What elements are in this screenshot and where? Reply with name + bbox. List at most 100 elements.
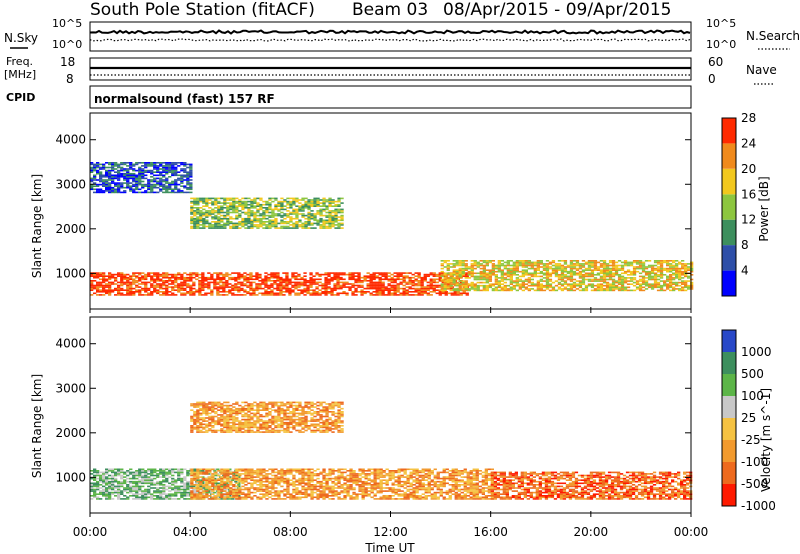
heatmap-cell — [132, 488, 136, 491]
heatmap-cell — [310, 200, 314, 203]
heatmap-cell — [138, 498, 142, 500]
heatmap-cell — [462, 291, 466, 293]
heatmap-cell — [108, 496, 112, 499]
colorbar-tick-label: 4 — [741, 264, 749, 278]
heatmap-cell — [250, 496, 254, 499]
heatmap-cell — [593, 289, 598, 292]
heatmap-cell — [96, 165, 100, 167]
heatmap-cell — [168, 286, 172, 288]
heatmap-cell — [150, 186, 154, 189]
heatmap-cell — [211, 225, 215, 228]
y-tick-label: 2000 — [55, 222, 86, 236]
heatmap-cell — [99, 491, 103, 494]
heatmap-cell — [467, 274, 471, 276]
heatmap-cell — [473, 272, 477, 275]
heatmap-cell — [491, 260, 495, 262]
heatmap-cell — [545, 275, 550, 278]
heatmap-cell — [339, 278, 343, 281]
heatmap-cell — [144, 273, 148, 276]
heatmap-cell — [132, 174, 136, 177]
heatmap-cell — [545, 269, 550, 271]
heatmap-cell — [219, 273, 223, 276]
heatmap-cell — [238, 488, 242, 491]
heatmap-cell — [108, 495, 112, 497]
heatmap-cell — [120, 281, 124, 284]
heatmap-cell — [265, 487, 269, 489]
heatmap-cell — [267, 292, 271, 295]
heatmap-cell — [560, 272, 565, 275]
heatmap-cell — [192, 294, 196, 296]
heatmap-cell — [205, 480, 209, 483]
heatmap-cell — [114, 182, 118, 184]
heatmap-cell — [378, 294, 382, 296]
heatmap-cell — [500, 269, 504, 271]
heatmap-cell — [183, 185, 187, 187]
heatmap-cell — [147, 169, 151, 172]
heatmap-cell — [126, 165, 130, 167]
heatmap-cell — [144, 185, 148, 187]
heatmap-cell — [569, 264, 574, 267]
heatmap-cell — [417, 272, 421, 274]
heatmap-cell — [225, 482, 229, 485]
heatmap-cell — [551, 260, 556, 262]
heatmap-cell — [292, 480, 296, 483]
heatmap-cell — [611, 274, 616, 276]
heatmap-cell — [575, 288, 580, 290]
heatmap-cell — [319, 211, 323, 214]
heatmap-cell — [129, 468, 133, 471]
heatmap-cell — [256, 498, 260, 500]
heatmap-cell — [235, 491, 239, 494]
heatmap-cell — [521, 275, 525, 278]
heatmap-cell — [202, 221, 206, 223]
heatmap-cell — [479, 264, 483, 267]
heatmap-cell — [120, 278, 124, 281]
heatmap-cell — [241, 468, 245, 471]
heatmap-cell — [132, 292, 136, 295]
heatmap-cell — [280, 485, 284, 488]
heatmap-cell — [132, 177, 136, 180]
heatmap-cell — [316, 197, 320, 200]
heatmap-cell — [183, 484, 187, 486]
heatmap-cell — [485, 284, 489, 287]
heatmap-cell — [220, 205, 224, 207]
heatmap-cell — [286, 493, 290, 495]
heatmap-cell — [340, 224, 344, 226]
heatmap-cell — [250, 203, 254, 206]
heatmap-cell — [256, 468, 260, 471]
heatmap-cell — [114, 490, 118, 492]
heatmap-cell — [515, 281, 519, 284]
heatmap-cell — [340, 202, 344, 204]
heatmap-cell — [295, 491, 299, 494]
heatmap-cell — [452, 260, 456, 262]
heatmap-cell — [324, 281, 328, 284]
heatmap-cell — [684, 283, 688, 285]
heatmap-cell — [165, 162, 169, 164]
heatmap-cell — [117, 166, 121, 169]
heatmap-cell — [313, 197, 317, 200]
heatmap-cell — [102, 485, 106, 488]
heatmap-cell — [262, 471, 266, 474]
heatmap-cell — [611, 278, 616, 281]
heatmap-cell — [247, 222, 251, 225]
heatmap-cell — [262, 210, 266, 212]
heatmap-cell — [216, 275, 220, 277]
heatmap-cell — [348, 283, 352, 285]
heatmap-cell — [557, 263, 562, 265]
heatmap-cell — [268, 207, 272, 209]
heatmap-cell — [171, 294, 175, 296]
heatmap-cell — [324, 280, 328, 282]
heatmap-cell — [283, 495, 287, 497]
heatmap-cell — [264, 275, 268, 277]
heatmap-cell — [135, 162, 139, 164]
heatmap-cell — [390, 273, 394, 276]
heatmap-cell — [193, 219, 197, 222]
heatmap-cell — [563, 270, 568, 273]
heatmap-cell — [211, 210, 215, 212]
heatmap-cell — [687, 269, 691, 271]
heatmap-cell — [246, 292, 250, 295]
heatmap-cell — [675, 260, 679, 262]
heatmap-cell — [129, 287, 133, 290]
heatmap-cell — [375, 292, 379, 295]
heatmap-cell — [247, 216, 251, 218]
heatmap-cell — [168, 498, 172, 500]
